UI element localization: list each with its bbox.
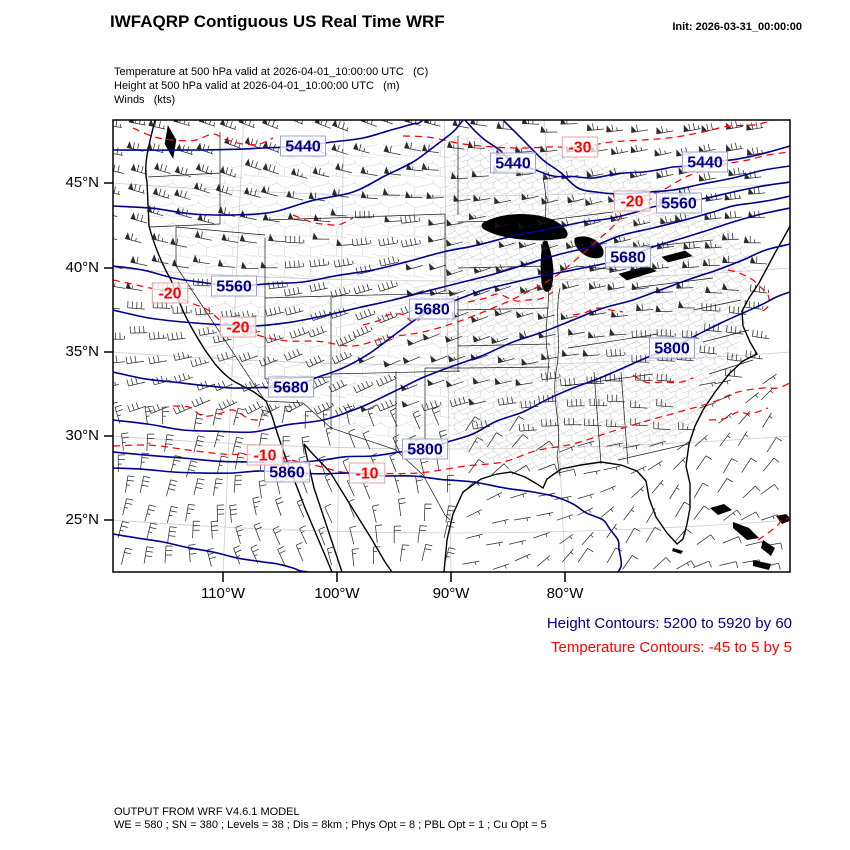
page-title: IWFAQRP Contiguous US Real Time WRF	[110, 12, 445, 31]
legend-temperature-contours: Temperature Contours: -45 to 5 by 5	[551, 639, 792, 656]
contour-label: 5860	[269, 465, 305, 482]
contour-label: 5680	[273, 380, 309, 397]
init-time: Init: 2026-03-31_00:00:00	[672, 21, 802, 33]
map-canvas: 5440 5440 5440 5560 5560 5680 5680 5680 5800 5800…	[113, 120, 790, 572]
contour-label: 5440	[285, 139, 321, 156]
contour-label: 5680	[414, 302, 450, 319]
x-axis-label-100w: 100°W	[314, 585, 360, 602]
x-axis-label-80w: 80°W	[546, 585, 584, 602]
contour-label: -20	[226, 320, 249, 337]
y-axis-label-45n: 45°N	[65, 174, 99, 191]
map-panel: 5440 5440 5440 5560 5560 5680 5680 5680 5800 5800…	[104, 119, 791, 582]
contour-label: 5440	[687, 155, 723, 172]
contour-label: 5560	[661, 196, 697, 213]
contour-label: -20	[158, 286, 181, 303]
contour-label: -30	[568, 140, 591, 157]
footer-params: WE = 580 ; SN = 380 ; Levels = 38 ; Dis …	[114, 819, 547, 831]
footer-model: OUTPUT FROM WRF V4.6.1 MODEL	[114, 806, 300, 818]
y-axis-label-35n: 35°N	[65, 343, 99, 360]
contour-label: 5680	[610, 250, 646, 267]
contour-label: -10	[355, 466, 378, 483]
weather-map: 5440 5440 5440 5560 5560 5680 5680 5680 5800 5800…	[104, 119, 791, 582]
x-axis-label-110w: 110°W	[200, 585, 246, 602]
legend-height-contours: Height Contours: 5200 to 5920 by 60	[546, 615, 792, 632]
contour-label: 5800	[407, 442, 443, 459]
y-axis-label-30n: 30°N	[65, 427, 99, 444]
y-axis-label-40n: 40°N	[65, 259, 99, 276]
subtitle-winds: Winds (kts)	[114, 94, 176, 106]
contour-label: -20	[620, 194, 643, 211]
contour-label: -10	[253, 448, 276, 465]
contour-label: 5440	[495, 156, 531, 173]
x-axis-label-90w: 90°W	[432, 585, 470, 602]
subtitle-temperature: Temperature at 500 hPa valid at 2026-04-…	[114, 66, 429, 78]
contour-label: 5800	[654, 341, 690, 358]
contour-label: 5560	[216, 279, 252, 296]
y-axis-label-25n: 25°N	[65, 511, 99, 528]
subtitle-height: Height at 500 hPa valid at 2026-04-01_10…	[114, 80, 400, 92]
